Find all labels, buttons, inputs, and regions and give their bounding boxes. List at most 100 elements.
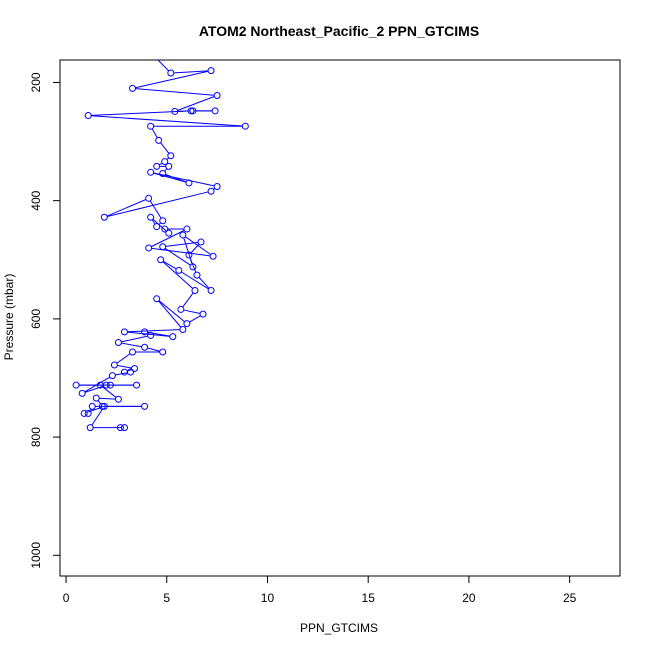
- data-point: [161, 225, 169, 233]
- series-line-segment: [151, 219, 156, 225]
- data-point: [213, 91, 221, 99]
- y-tick-label: 600: [29, 309, 43, 329]
- data-point: [185, 179, 193, 187]
- data-point: [98, 402, 106, 410]
- series-line-segment: [151, 247, 211, 257]
- y-axis: 200 400 600 800 1000: [29, 72, 60, 569]
- plot-frame: [59, 59, 621, 577]
- x-axis: 0 5 10 15 20 25: [63, 576, 577, 605]
- data-point: [161, 158, 169, 166]
- data-point: [179, 231, 187, 239]
- series-line-segment: [91, 408, 104, 426]
- data-point: [169, 333, 177, 341]
- data-point: [145, 244, 153, 252]
- data-point: [88, 402, 96, 410]
- x-axis-label: PPN_GTCIMS: [300, 621, 378, 635]
- series-line-segment: [121, 342, 142, 348]
- data-point: [157, 256, 165, 264]
- data-point: [197, 238, 205, 246]
- series-line-segment: [159, 162, 163, 166]
- x-tick-label: 20: [462, 591, 476, 605]
- data-point: [146, 48, 152, 54]
- data-point: [183, 225, 191, 233]
- series-line-segment: [153, 172, 187, 183]
- data-point: [133, 381, 141, 389]
- data-point: [141, 328, 149, 336]
- data-point: [110, 361, 118, 369]
- data-point: [86, 424, 94, 432]
- x-tick-label: 5: [163, 591, 170, 605]
- data-point: [187, 107, 195, 115]
- series-line-segment: [127, 329, 180, 333]
- data-point: [84, 112, 92, 120]
- y-tick-label: 400: [29, 190, 43, 210]
- series-line-segment: [99, 397, 116, 400]
- series-line-segment: [127, 331, 170, 337]
- series-line-segment: [86, 406, 102, 413]
- data-point: [153, 295, 161, 303]
- data-point: [165, 229, 173, 237]
- data-point: [175, 266, 183, 274]
- data-point: [159, 169, 167, 177]
- chart-title: ATOM2 Northeast_Pacific_2 PPN_GTCIMS: [199, 23, 479, 39]
- x-tick-label: 0: [63, 591, 70, 605]
- data-point: [179, 326, 187, 334]
- x-tick-label: 10: [261, 591, 275, 605]
- data-point: [183, 320, 191, 328]
- data-point: [84, 409, 92, 417]
- series-line-segment: [163, 260, 177, 270]
- data-point: [241, 122, 249, 130]
- series-line-segment: [135, 70, 209, 89]
- series-line-segment: [183, 309, 201, 315]
- data-point: [189, 263, 197, 271]
- data-point: [78, 389, 86, 397]
- data-point: [147, 122, 155, 130]
- series-line-segment: [149, 200, 162, 219]
- data-point: [141, 402, 149, 410]
- series-line-segment: [198, 277, 210, 289]
- series-line-segment: [181, 271, 209, 290]
- data-point: [145, 194, 153, 202]
- series-line-segment: [177, 96, 215, 111]
- data-point: [106, 381, 114, 389]
- data-point: [193, 271, 201, 279]
- data-point: [80, 409, 88, 417]
- data-point: [207, 187, 215, 195]
- data-point: [147, 331, 155, 339]
- data-point: [191, 287, 199, 295]
- series-line-segment: [135, 88, 215, 96]
- series-line-segment: [117, 365, 132, 369]
- y-tick-label: 200: [29, 72, 43, 92]
- data-point: [116, 424, 124, 432]
- series-line-segment: [182, 292, 194, 308]
- data-point: [114, 339, 122, 347]
- data-point: [167, 69, 175, 77]
- data-point: [213, 182, 221, 190]
- data-point: [147, 168, 155, 176]
- series-layer: [72, 48, 249, 432]
- data-point: [114, 395, 122, 403]
- series-line-segment: [121, 335, 148, 343]
- series-line-segment: [158, 300, 185, 323]
- data-point: [159, 217, 167, 225]
- x-tick-label: 15: [362, 591, 376, 605]
- series-line-segment: [158, 300, 182, 328]
- series-line-segment: [162, 261, 194, 289]
- data-point: [92, 394, 100, 402]
- series-line-segment: [106, 199, 147, 217]
- data-point: [153, 223, 161, 231]
- data-point: [211, 107, 219, 115]
- series-line-segment: [165, 174, 187, 183]
- data-point: [185, 251, 193, 259]
- data-point: [108, 372, 116, 380]
- series-line-segment: [189, 315, 201, 323]
- series-line-segment: [185, 236, 211, 255]
- series-line-segment: [107, 191, 209, 217]
- y-tick-label: 800: [29, 427, 43, 447]
- series-line-segment: [173, 70, 209, 74]
- series-line-segment: [164, 248, 191, 266]
- data-point: [155, 136, 163, 144]
- data-point: [153, 162, 161, 170]
- data-point: [159, 348, 167, 356]
